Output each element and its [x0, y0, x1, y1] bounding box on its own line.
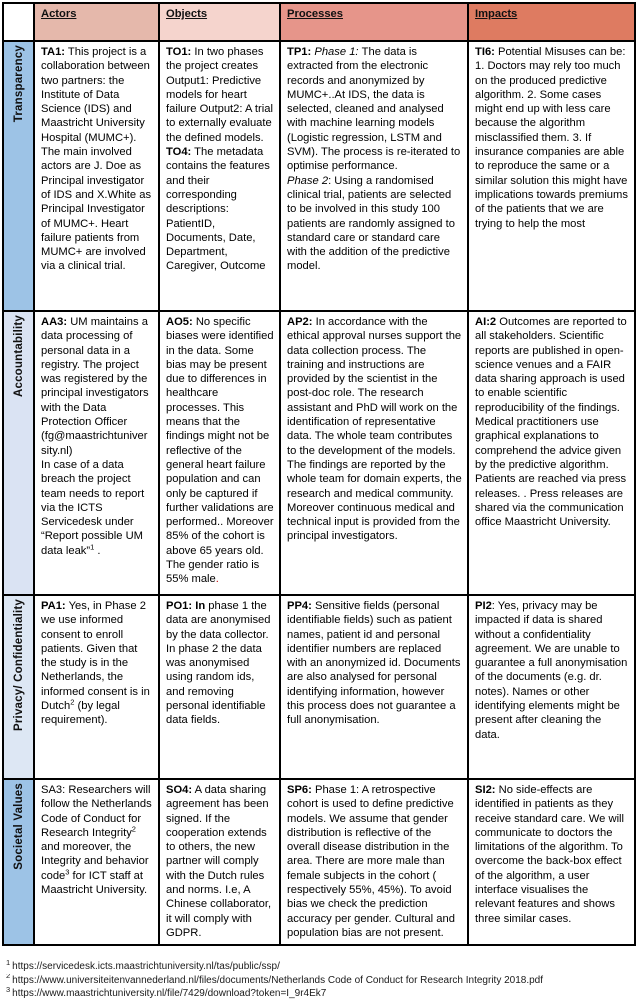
footnote-1: 1 https://servicedesk.icts.maastrichtuniv… [6, 960, 638, 974]
header-row: Actors Objects Processes Impacts [2, 2, 636, 42]
corner-cell [2, 2, 35, 42]
footnote-marker: 1 [6, 960, 11, 967]
row-label-privacy-confidentiality: Privacy/ Confidentiality [2, 594, 35, 780]
cell-privacy-processes: PP4: Sensitive fields (personal identifi… [279, 594, 469, 780]
footnote-marker: 2 [6, 973, 11, 981]
footnote-marker: 3 [6, 987, 11, 994]
cell-accountability-processes: AP2: In accordance with the ethical appr… [279, 310, 469, 596]
column-header-impacts: Impacts [467, 2, 636, 42]
column-header-processes: Processes [279, 2, 469, 42]
cell-accountability-objects: AO5: No specific biases were identified … [158, 310, 281, 596]
aope-assessment-table: Actors Objects Processes Impacts Transpa… [2, 2, 636, 946]
row-label-text: Societal Values [12, 783, 25, 870]
cell-societal-impacts: SI2: No side-effects are identified in p… [467, 778, 636, 946]
footnote-url: https://www.universiteitenvannederland.n… [12, 974, 544, 986]
cell-societal-actors: SA3: Researchers will follow the Netherl… [33, 778, 160, 946]
row-accountability: Accountability AA3: UM maintains a data … [2, 310, 636, 596]
cell-transparency-impacts: TI6: Potential Misuses can be: 1. Doctor… [467, 40, 636, 312]
footnote-3: 3 https://www.maastrichtuniversity.nl/fil… [6, 987, 638, 1001]
cell-transparency-actors: TA1: This project is a collaboration bet… [33, 40, 160, 312]
footnote-url: https://servicedesk.icts.maastrichtunive… [12, 961, 280, 972]
cell-transparency-objects: TO1: In two phases the project creates O… [158, 40, 281, 312]
cell-privacy-objects: PO1: In phase 1 the data are anonymised … [158, 594, 281, 780]
cell-societal-objects: SO4: A data sharing agreement has been s… [158, 778, 281, 946]
footnote-url: https://www.maastrichtuniversity.nl/file… [12, 988, 327, 1000]
row-societal-values: Societal Values SA3: Researchers will fo… [2, 778, 636, 946]
row-label-accountability: Accountability [2, 310, 35, 596]
cell-societal-processes: SP6: Phase 1: A retrospective cohort is … [279, 778, 469, 946]
column-header-objects: Objects [158, 2, 281, 42]
cell-accountability-impacts: AI:2 Outcomes are reported to all stakeh… [467, 310, 636, 596]
row-label-transparency: Transparency [2, 40, 35, 312]
footnote-2: 2 https://www.universiteitenvannederland.… [6, 974, 638, 988]
row-label-text: Transparency [12, 45, 25, 123]
cell-transparency-processes: TP1: Phase 1: The data is extracted from… [279, 40, 469, 312]
column-header-actors: Actors [33, 2, 160, 42]
cell-privacy-actors: PA1: Yes, in Phase 2 we use informed con… [33, 594, 160, 780]
cell-privacy-impacts: PI2: Yes, privacy may be impacted if dat… [467, 594, 636, 780]
row-label-text: Privacy/ Confidentiality [12, 599, 25, 731]
row-label-societal-values: Societal Values [2, 778, 35, 946]
cell-accountability-actors: AA3: UM maintains a data processing of p… [33, 310, 160, 596]
row-transparency: Transparency TA1: This project is a coll… [2, 40, 636, 312]
footnotes-section: 1 https://servicedesk.icts.maastrichtuniv… [6, 960, 638, 1001]
row-label-text: Accountability [12, 315, 25, 398]
row-privacy-confidentiality: Privacy/ Confidentiality PA1: Yes, in Ph… [2, 594, 636, 780]
